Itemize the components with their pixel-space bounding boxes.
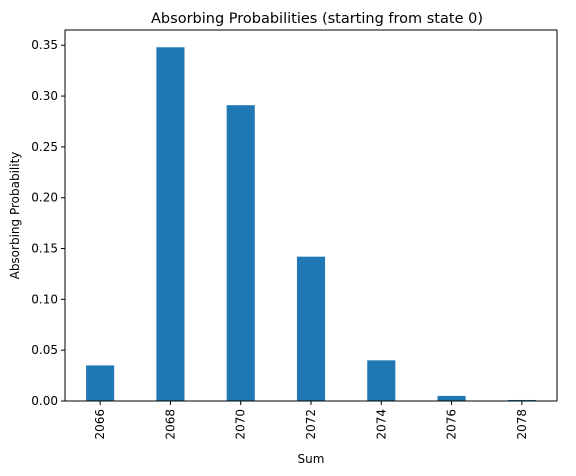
y-tick-label: 0.20 [31, 191, 58, 205]
bars-group [86, 47, 536, 402]
x-tick-label: 2072 [304, 409, 318, 440]
x-tick-label: 2070 [234, 409, 248, 440]
y-tick-label: 0.00 [31, 394, 58, 408]
bar-2066 [86, 365, 115, 401]
y-tick-label: 0.30 [31, 89, 58, 103]
x-tick-label: 2078 [515, 409, 529, 440]
chart-title: Absorbing Probabilities (starting from s… [151, 11, 483, 27]
bar-2070 [226, 105, 255, 402]
x-axis-label: Sum [298, 452, 325, 466]
y-axis-label: Absorbing Probability [8, 152, 22, 280]
bar-2072 [296, 256, 326, 401]
x-tick-label: 2076 [445, 409, 459, 440]
bar-2076 [437, 395, 466, 401]
y-tick-label: 0.05 [31, 343, 58, 357]
y-axis-ticks: 0.00 0.05 0.10 0.15 0.20 0.25 0.30 0.35 [31, 38, 65, 408]
bar-2068 [156, 47, 185, 402]
y-tick-label: 0.25 [31, 140, 58, 154]
x-tick-label: 2074 [374, 409, 388, 440]
x-axis-ticks: 2066 2068 2070 2072 2074 2076 2078 [93, 401, 529, 440]
bar-2074 [367, 360, 396, 401]
x-tick-label: 2066 [93, 409, 107, 440]
bar-2078 [507, 399, 536, 401]
y-tick-label: 0.15 [31, 242, 58, 256]
x-tick-label: 2068 [163, 409, 177, 440]
y-tick-label: 0.10 [31, 292, 58, 306]
y-tick-label: 0.35 [31, 38, 58, 52]
plot-frame [64, 29, 558, 402]
